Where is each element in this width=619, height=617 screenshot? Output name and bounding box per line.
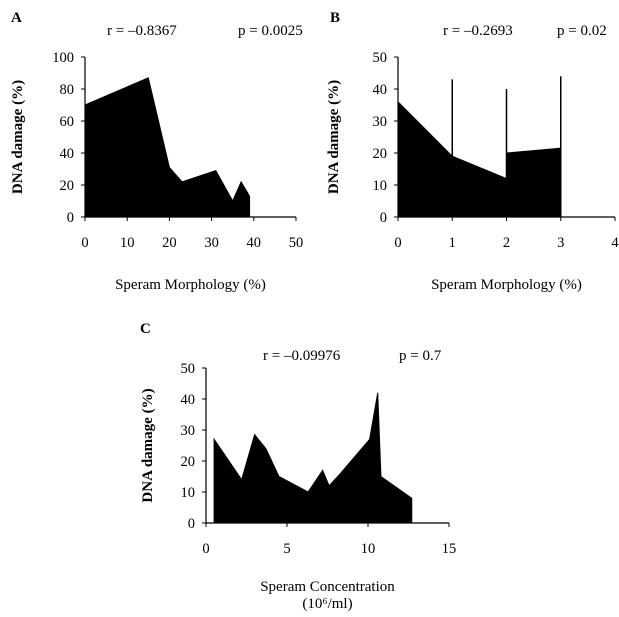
y-tick-label: 40 [60, 146, 75, 162]
y-tick-label: 60 [60, 114, 75, 130]
correlation-r: r = –0.8367 [107, 23, 177, 39]
y-tick-label: 0 [188, 516, 195, 532]
x-tick-label: 1 [449, 235, 456, 251]
y-tick-label: 0 [67, 210, 74, 226]
x-tick-label: 0 [202, 541, 209, 557]
y-axis-title: DNA damage (%) [140, 388, 156, 502]
y-tick-label: 50 [373, 50, 388, 66]
y-tick-label: 100 [52, 50, 74, 66]
y-tick-label: 30 [373, 114, 388, 130]
p-value: p = 0.0025 [238, 23, 303, 39]
panel-letter: B [330, 10, 340, 26]
x-axis-unit: (10⁶/ml) [302, 596, 352, 612]
x-tick-label: 0 [81, 235, 88, 251]
data-area [85, 78, 250, 217]
x-tick-label: 15 [442, 541, 457, 557]
y-tick-label: 20 [373, 146, 388, 162]
x-tick-label: 2 [503, 235, 510, 251]
x-axis-title: Speram Morphology (%) [115, 277, 266, 293]
x-tick-label: 30 [204, 235, 219, 251]
chart-panel-a: Ar = –0.8367 p = 0.0025 0 20 40 60 80 100 0 10 20 3… [10, 10, 303, 293]
correlation-r: r = –0.09976 [263, 348, 341, 364]
y-tick-label: 20 [181, 454, 196, 470]
panel-letter: A [11, 10, 22, 26]
x-tick-label: 10 [361, 541, 376, 557]
x-tick-label: 4 [611, 235, 619, 251]
x-tick-label: 20 [162, 235, 177, 251]
x-tick-label: 10 [120, 235, 135, 251]
y-axis-title: DNA damage (%) [10, 80, 26, 194]
x-axis-title: Speram Concentration [260, 579, 395, 595]
y-tick-label: 0 [380, 210, 387, 226]
data-area [214, 393, 412, 523]
x-tick-label: 3 [557, 235, 564, 251]
y-tick-label: 40 [373, 82, 388, 98]
y-tick-label: 50 [181, 361, 196, 377]
x-tick-label: 0 [394, 235, 401, 251]
x-tick-label: 50 [289, 235, 304, 251]
y-tick-label: 20 [60, 178, 75, 194]
y-axis-title: DNA damage (%) [326, 80, 342, 194]
y-tick-label: 40 [181, 392, 196, 408]
chart-panel-b: Br = –0.2693 p = 0.02 0 10 20 30 40 50 0 1 2 3 4 Sper… [326, 10, 619, 293]
x-tick-label: 5 [283, 541, 290, 557]
y-tick-label: 10 [181, 485, 196, 501]
p-value: p = 0.7 [399, 348, 442, 364]
y-tick-label: 80 [60, 82, 75, 98]
y-tick-label: 10 [373, 178, 388, 194]
panel-letter: C [140, 321, 151, 337]
x-tick-label: 40 [247, 235, 262, 251]
y-tick-label: 30 [181, 423, 196, 439]
p-value: p = 0.02 [557, 23, 607, 39]
x-axis-title: Speram Morphology (%) [431, 277, 582, 293]
correlation-r: r = –0.2693 [443, 23, 513, 39]
chart-panel-c: Cr = –0.09976 p = 0.7 0 10 20 30 40 50 0 5 10 15 Spe… [140, 321, 456, 612]
data-area [398, 102, 561, 217]
